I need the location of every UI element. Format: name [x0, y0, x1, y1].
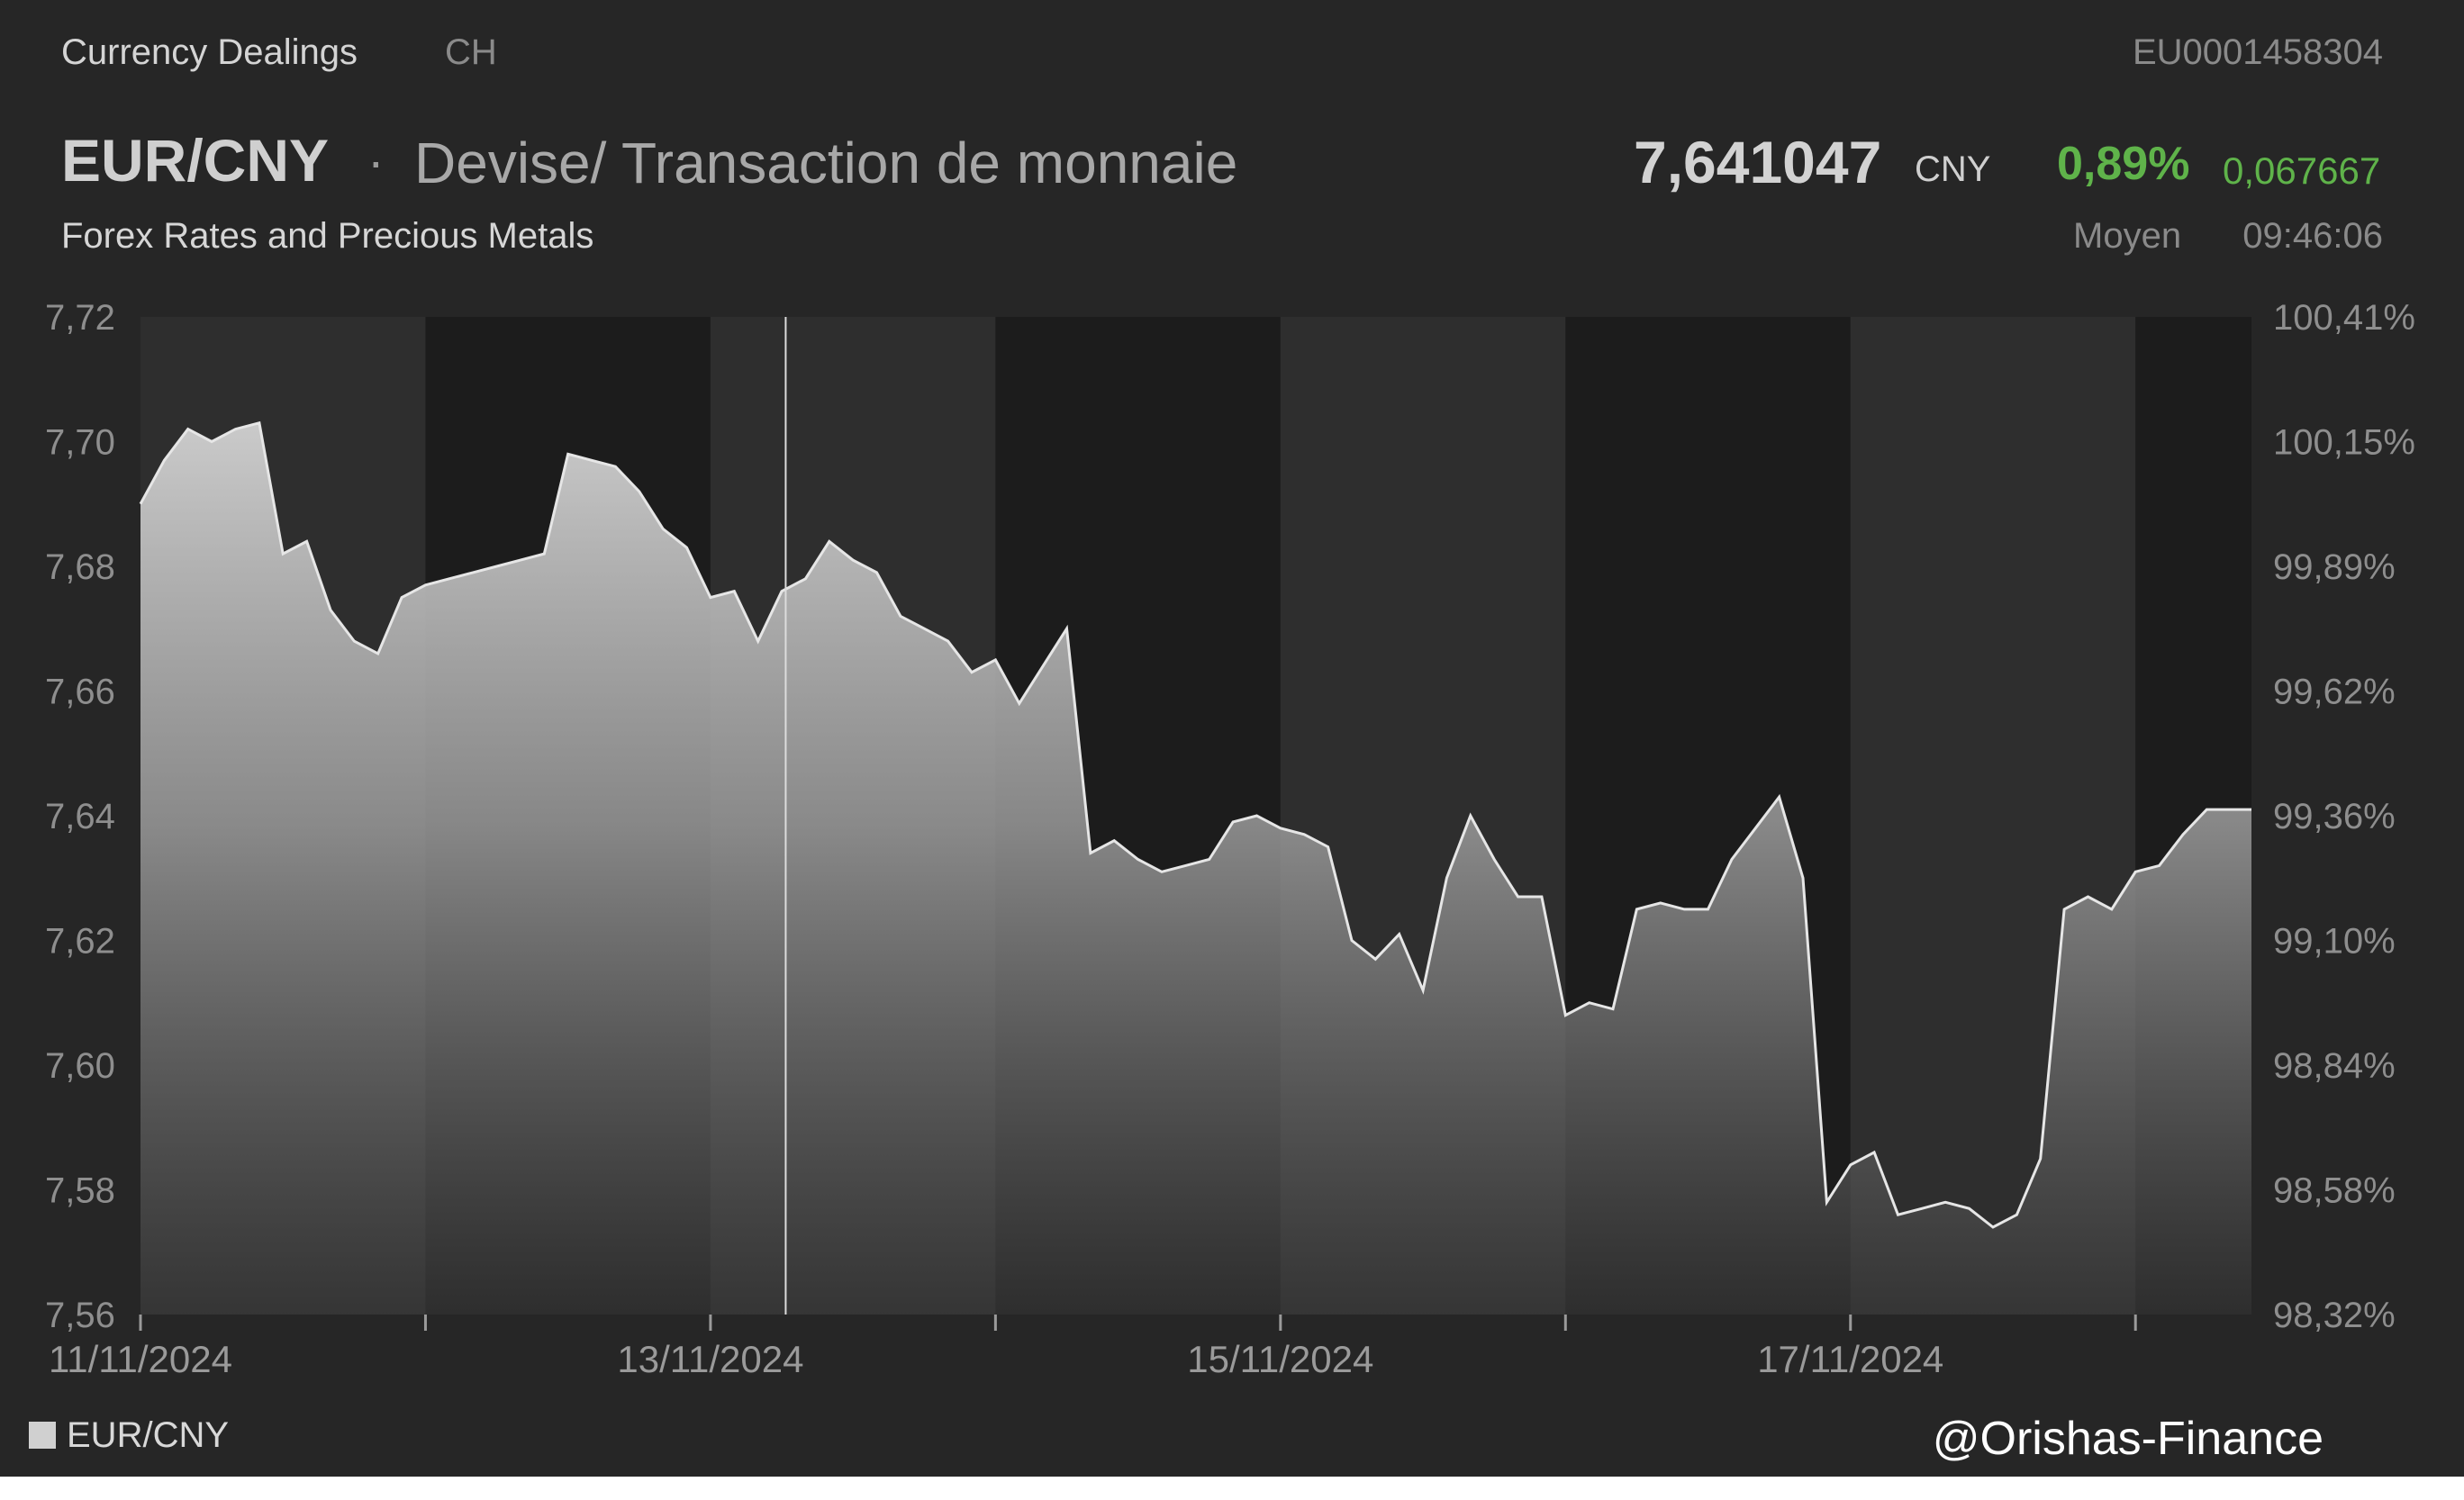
y2-tick-label: 98,58%: [2273, 1171, 2396, 1211]
y-tick-label: 7,68: [45, 547, 115, 587]
exchange-label: CH: [445, 32, 497, 72]
y-tick-label: 7,70: [45, 423, 115, 463]
x-tick-label: 13/11/2024: [617, 1338, 803, 1380]
instrument-name: Devise/ Transaction de monnaie: [414, 131, 1238, 195]
y2-tick-label: 98,84%: [2273, 1046, 2396, 1086]
change-absolute: 0,067667: [2223, 149, 2381, 192]
y-tick-label: 7,62: [45, 922, 115, 962]
legend-item[interactable]: EUR/CNY: [29, 1415, 229, 1456]
title-separator: ·: [367, 132, 385, 189]
y-tick-label: 7,60: [45, 1046, 115, 1086]
x-tick-label: 11/11/2024: [49, 1338, 232, 1380]
y2-tick-label: 99,89%: [2273, 547, 2396, 587]
price-area: [140, 422, 2251, 1315]
y-tick-label: 7,72: [45, 298, 115, 338]
x-tick-label: 17/11/2024: [1757, 1338, 1943, 1380]
y2-tick-label: 99,62%: [2273, 673, 2396, 712]
y2-tick-label: 99,10%: [2273, 922, 2396, 962]
y2-tick-label: 100,15%: [2273, 423, 2415, 463]
y-tick-label: 7,64: [45, 797, 115, 836]
y2-tick-label: 98,32%: [2273, 1296, 2396, 1335]
legend-swatch: [29, 1422, 56, 1449]
legend-label: EUR/CNY: [67, 1415, 230, 1455]
category-label: Currency Dealings: [61, 32, 358, 72]
last-price: 7,641047: [1634, 129, 1882, 195]
price-line: [139, 420, 2251, 1229]
isin-label: EU0001458304: [2132, 32, 2383, 72]
y-tick-label: 7,58: [45, 1171, 115, 1211]
y2-tick-label: 99,36%: [2273, 797, 2396, 836]
watermark: @Orishas-Finance: [1932, 1413, 2324, 1465]
y-tick-label: 7,66: [45, 673, 115, 712]
x-tick-label: 15/11/2024: [1187, 1338, 1373, 1380]
instrument-symbol: EUR/CNY: [61, 127, 330, 194]
change-percent: 0,89%: [2057, 138, 2190, 190]
instrument-subtitle: Forex Rates and Precious Metals: [61, 216, 594, 256]
price-currency: CNY: [1915, 149, 1991, 189]
quote-time: 09:46:06: [2242, 216, 2383, 256]
y2-tick-label: 100,41%: [2273, 298, 2415, 338]
y-tick-label: 7,56: [45, 1296, 115, 1335]
price-type-label: Moyen: [2073, 216, 2182, 256]
